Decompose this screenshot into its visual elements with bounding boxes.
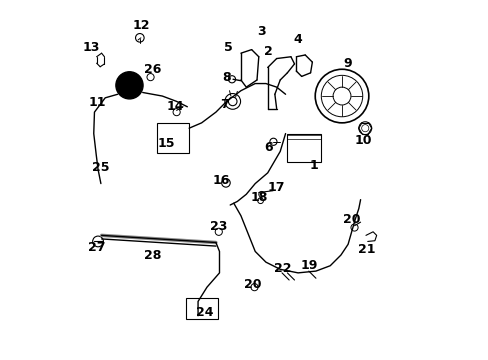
Text: 24: 24 bbox=[196, 306, 214, 319]
Text: 17: 17 bbox=[267, 181, 285, 194]
Text: 28: 28 bbox=[143, 248, 161, 261]
Circle shape bbox=[116, 72, 143, 99]
Text: 15: 15 bbox=[157, 137, 174, 150]
Text: 27: 27 bbox=[88, 241, 105, 255]
Bar bbox=[185, 298, 217, 319]
Text: 7: 7 bbox=[220, 99, 229, 112]
Text: 20: 20 bbox=[342, 213, 360, 226]
Text: 14: 14 bbox=[166, 100, 183, 113]
Text: 21: 21 bbox=[357, 243, 375, 256]
Text: 6: 6 bbox=[264, 141, 272, 154]
Text: 12: 12 bbox=[133, 19, 150, 32]
Text: 18: 18 bbox=[249, 192, 267, 204]
Text: 3: 3 bbox=[257, 25, 265, 38]
Text: 8: 8 bbox=[222, 71, 230, 84]
Text: 26: 26 bbox=[143, 63, 161, 76]
Text: 16: 16 bbox=[212, 174, 229, 186]
Text: 1: 1 bbox=[309, 159, 318, 172]
Text: 22: 22 bbox=[274, 262, 291, 275]
Text: 13: 13 bbox=[83, 41, 100, 54]
Text: 20: 20 bbox=[243, 278, 261, 291]
Text: 23: 23 bbox=[210, 220, 227, 233]
Bar bbox=[287, 134, 321, 162]
Text: 11: 11 bbox=[88, 96, 105, 109]
Text: 19: 19 bbox=[300, 259, 318, 272]
Text: 10: 10 bbox=[354, 134, 371, 147]
Text: 5: 5 bbox=[224, 41, 232, 54]
Bar bbox=[157, 123, 189, 153]
Text: 4: 4 bbox=[292, 33, 301, 46]
Text: 25: 25 bbox=[92, 161, 109, 174]
Text: 2: 2 bbox=[264, 45, 272, 58]
Text: 9: 9 bbox=[343, 57, 352, 71]
